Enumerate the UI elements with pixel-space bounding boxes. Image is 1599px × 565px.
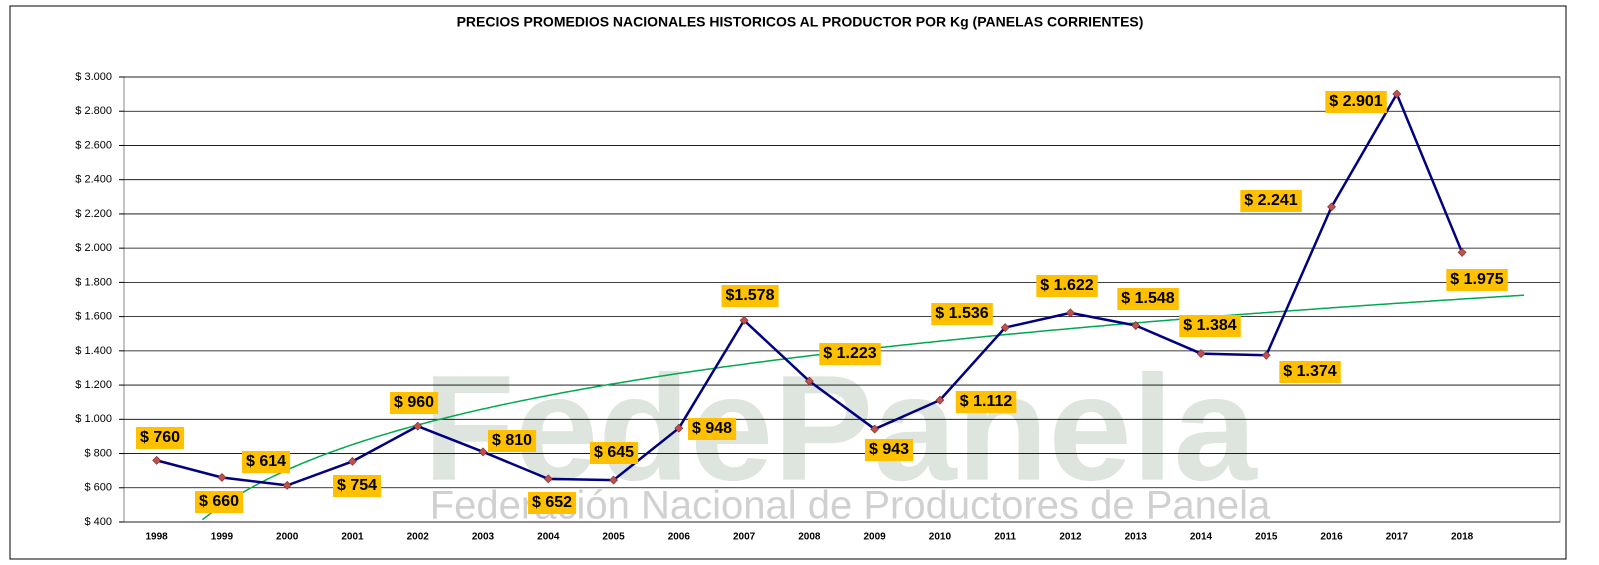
x-tick-label: 2011 — [994, 532, 1016, 543]
data-label: $ 645 — [594, 444, 634, 461]
data-label: $ 760 — [140, 429, 180, 446]
data-label: $ 1.548 — [1121, 290, 1174, 307]
data-label: $ 2.901 — [1329, 93, 1382, 110]
x-tick-label: 2001 — [341, 532, 364, 543]
x-tick-label: 2002 — [407, 532, 430, 543]
data-label: $ 943 — [869, 441, 909, 458]
x-tick-label: 2017 — [1386, 532, 1409, 543]
x-tick-label: 2000 — [276, 532, 299, 543]
x-tick-label: 2015 — [1255, 532, 1278, 543]
page: {"chart_data": {"type": "line", "title":… — [0, 0, 1599, 565]
x-tick-label: 1998 — [146, 532, 169, 543]
data-label: $ 1.536 — [935, 305, 988, 322]
x-tick-label: 2006 — [668, 532, 691, 543]
x-tick-label: 2016 — [1320, 532, 1343, 543]
x-tick-label: 2004 — [537, 532, 560, 543]
x-tick-label: 1999 — [211, 532, 234, 543]
y-tick-label: $ 2.200 — [75, 208, 112, 220]
y-tick-label: $ 1.000 — [75, 413, 112, 425]
x-tick-label: 2010 — [929, 532, 952, 543]
data-label: $ 614 — [246, 453, 286, 470]
data-label: $ 1.374 — [1283, 363, 1336, 380]
x-tick-label: 2005 — [602, 532, 625, 543]
data-label: $ 810 — [492, 432, 532, 449]
data-label: $ 1.112 — [960, 393, 1013, 410]
y-tick-label: $ 2.800 — [75, 105, 112, 117]
x-tick-label: 2003 — [472, 532, 495, 543]
data-label: $ 1.975 — [1450, 271, 1503, 288]
y-tick-label: $ 2.400 — [75, 174, 112, 186]
data-label: $ 1.622 — [1040, 277, 1093, 294]
data-label: $ 1.223 — [823, 345, 876, 362]
x-tick-label: 2014 — [1190, 532, 1213, 543]
data-label: $ 754 — [337, 477, 377, 494]
y-tick-label: $ 1.400 — [75, 345, 112, 357]
x-tick-label: 2009 — [864, 532, 887, 543]
x-tick-label: 2013 — [1125, 532, 1148, 543]
y-tick-label: $ 2.000 — [75, 242, 112, 254]
x-tick-label: 2007 — [733, 532, 756, 543]
data-label: $1.578 — [726, 287, 775, 304]
data-label: $ 960 — [394, 394, 434, 411]
y-tick-label: $ 1.200 — [75, 379, 112, 391]
chart-title: PRECIOS PROMEDIOS NACIONALES HISTORICOS … — [457, 14, 1144, 30]
y-tick-label: $ 400 — [84, 516, 112, 528]
y-tick-label: $ 600 — [84, 482, 112, 494]
data-label: $ 660 — [199, 493, 239, 510]
y-tick-label: $ 2.600 — [75, 139, 112, 151]
x-tick-label: 2012 — [1059, 532, 1082, 543]
data-label: $ 1.384 — [1183, 317, 1236, 334]
y-tick-label: $ 1.800 — [75, 276, 112, 288]
data-label: $ 948 — [692, 420, 732, 437]
x-tick-label: 2008 — [798, 532, 821, 543]
chart: PRECIOS PROMEDIOS NACIONALES HISTORICOS … — [0, 0, 1599, 565]
x-tick-label: 2018 — [1451, 532, 1474, 543]
y-tick-label: $ 3.000 — [75, 71, 112, 83]
data-label: $ 652 — [532, 494, 572, 511]
y-tick-label: $ 800 — [84, 447, 112, 459]
data-label: $ 2.241 — [1244, 192, 1297, 209]
y-tick-label: $ 1.600 — [75, 311, 112, 323]
